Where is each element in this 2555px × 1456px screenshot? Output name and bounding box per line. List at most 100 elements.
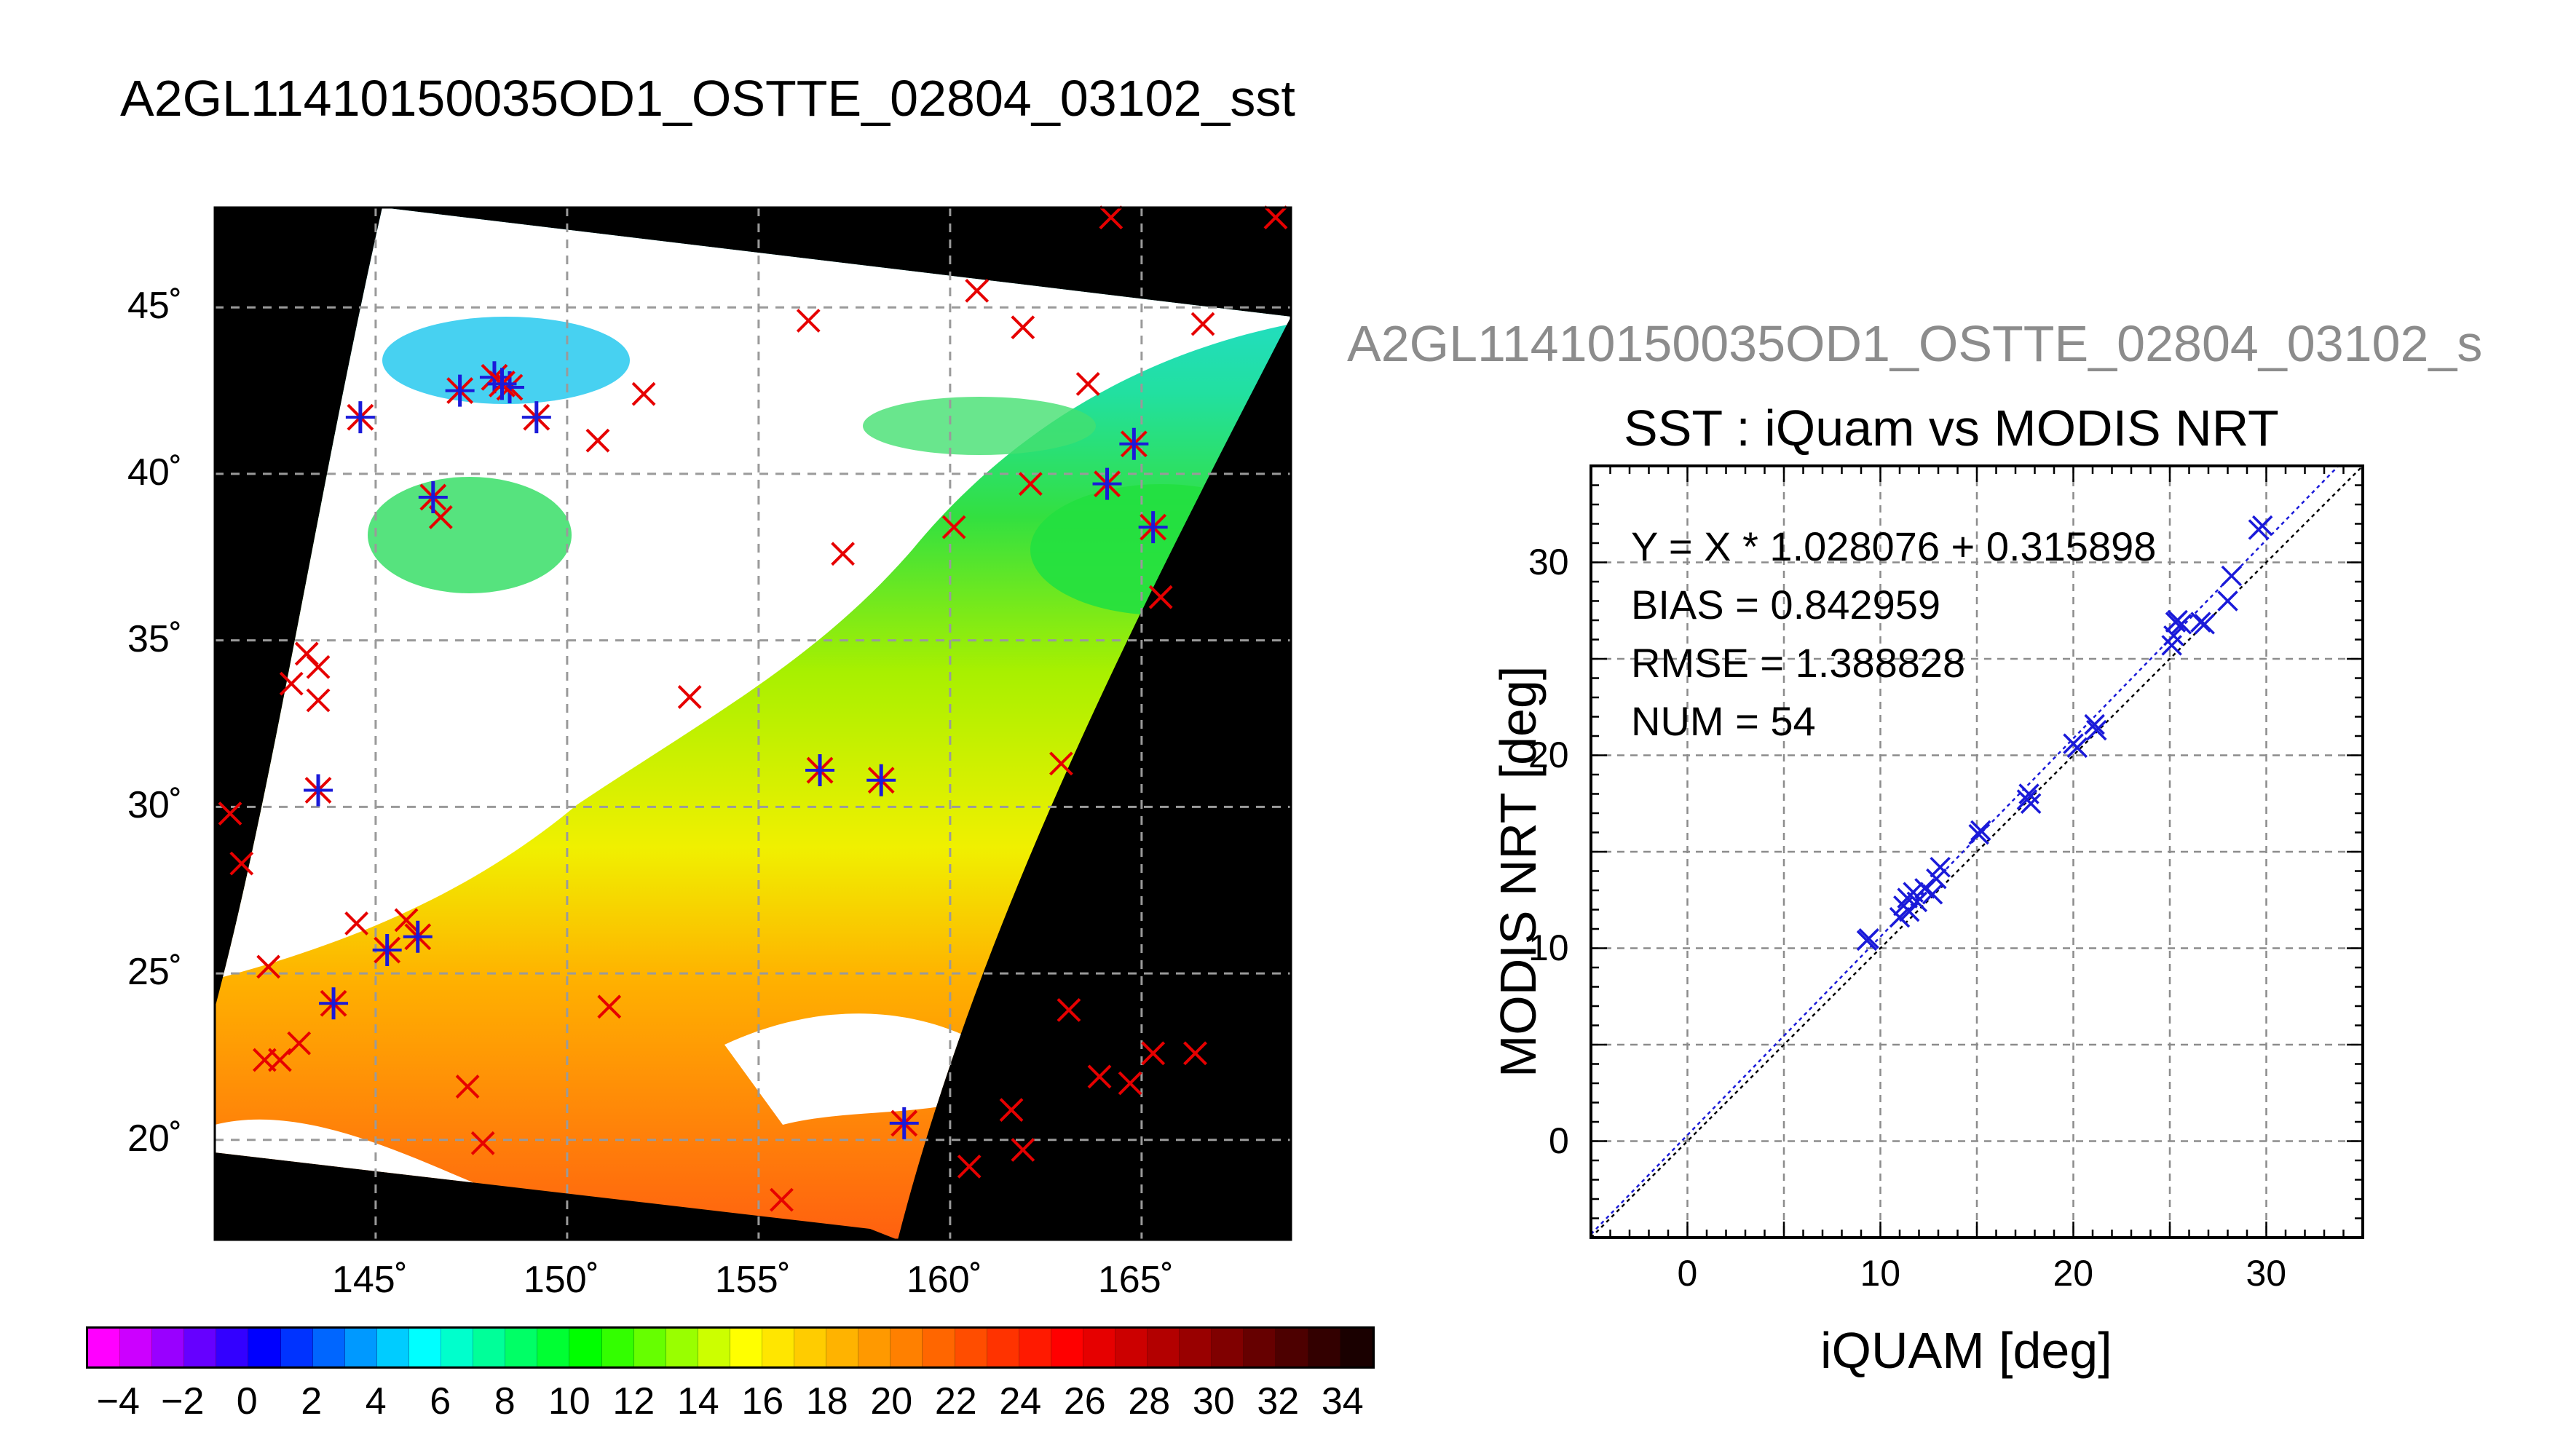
stat-line: NUM = 54 bbox=[1631, 698, 1816, 744]
map-lat-tick: 40˚ bbox=[127, 451, 183, 494]
x-axis-label: iQUAM [deg] bbox=[1820, 1322, 2112, 1379]
scatter-point bbox=[2086, 719, 2107, 741]
y-axis-label: MODIS NRT [deg] bbox=[1490, 665, 1547, 1077]
colorbar-label: −4 bbox=[96, 1380, 140, 1423]
colorbar bbox=[86, 1326, 1375, 1369]
colorbar-segment bbox=[569, 1329, 602, 1366]
x-tick-label: 10 bbox=[1860, 1253, 1901, 1294]
map-lon-tick: 165˚ bbox=[1097, 1259, 1174, 1301]
colorbar-segment bbox=[1148, 1329, 1180, 1366]
scatter-point bbox=[1930, 856, 1951, 878]
stat-line: BIAS = 0.842959 bbox=[1631, 582, 1941, 628]
iquam-marker bbox=[1087, 1064, 1112, 1089]
colorbar-segment bbox=[1019, 1329, 1051, 1366]
colorbar-segment bbox=[505, 1329, 538, 1366]
colorbar-segment bbox=[120, 1329, 153, 1366]
scatter-point bbox=[2066, 737, 2088, 759]
colorbar-segment bbox=[794, 1329, 827, 1366]
colorbar-segment bbox=[955, 1329, 987, 1366]
map-lat-tick: 35˚ bbox=[127, 617, 183, 660]
colorbar-segment bbox=[1180, 1329, 1212, 1366]
colorbar-segment bbox=[633, 1329, 666, 1366]
map-lat-tick: 45˚ bbox=[127, 285, 183, 328]
x-tick-label: 20 bbox=[2053, 1253, 2094, 1294]
iquam-marker bbox=[770, 1187, 794, 1212]
sst-map-panel: 145˚ 150˚ 155˚ 160˚ 165˚ 20˚ 25˚ 30˚ 35˚ 40˚ 45˚ … bbox=[86, 205, 1375, 1423]
colorbar-label: 12 bbox=[612, 1380, 655, 1423]
match-marker bbox=[403, 920, 433, 953]
scatter-point bbox=[1889, 906, 1911, 928]
colorbar-segment bbox=[730, 1329, 762, 1366]
match-marker bbox=[1138, 511, 1168, 544]
scatter-point bbox=[2167, 609, 2188, 631]
map-lat-tick: 30˚ bbox=[127, 784, 183, 827]
colorbar-segment bbox=[344, 1329, 377, 1366]
iquam-marker bbox=[1049, 751, 1073, 776]
iquam-marker bbox=[631, 381, 656, 406]
iquam-marker bbox=[965, 278, 990, 303]
x-tick-label: 0 bbox=[1677, 1253, 1698, 1294]
colorbar-segment bbox=[1244, 1329, 1276, 1366]
colorbar-segment bbox=[1276, 1329, 1308, 1366]
map-lon-tick: 155˚ bbox=[714, 1259, 791, 1301]
colorbar-label: 14 bbox=[676, 1380, 719, 1423]
colorbar-segment bbox=[312, 1329, 345, 1366]
scatter-point bbox=[1914, 878, 1935, 899]
scatter-title: SST : iQuam vs MODIS NRT bbox=[1624, 400, 2279, 456]
y-tick-label: 30 bbox=[1528, 541, 1569, 582]
map-lon-tick: 150˚ bbox=[523, 1259, 599, 1301]
map-lon-tick: 160˚ bbox=[906, 1259, 982, 1301]
colorbar-segment bbox=[280, 1329, 313, 1366]
colorbar-label: 16 bbox=[741, 1380, 784, 1423]
scatter-point bbox=[1897, 887, 1918, 909]
scatter-point bbox=[1926, 868, 1947, 890]
colorbar-segment bbox=[923, 1329, 955, 1366]
match-marker bbox=[445, 374, 475, 407]
iquam-marker bbox=[268, 1048, 292, 1072]
iquam-marker bbox=[1190, 312, 1215, 336]
colorbar-label: 2 bbox=[301, 1380, 323, 1423]
iquam-marker bbox=[1183, 1041, 1207, 1066]
iquam-marker bbox=[796, 309, 821, 333]
scatter-point bbox=[2165, 612, 2187, 633]
scatter-header: A2GL11410150035OD1_OSTTE_02804_03102_s bbox=[1347, 315, 2483, 372]
colorbar-segment bbox=[891, 1329, 923, 1366]
colorbar-label: 28 bbox=[1128, 1380, 1171, 1423]
colorbar-label: 0 bbox=[236, 1380, 258, 1423]
iquam-marker bbox=[831, 542, 856, 566]
scatter-point bbox=[1968, 823, 1989, 845]
colorbar-segment bbox=[858, 1329, 891, 1366]
scatter-point bbox=[2190, 612, 2211, 633]
colorbar-label: 8 bbox=[494, 1380, 516, 1423]
match-marker bbox=[805, 754, 835, 787]
map-lat-tick: 25˚ bbox=[127, 951, 183, 994]
colorbar-segment bbox=[1212, 1329, 1244, 1366]
colorbar-segment bbox=[441, 1329, 474, 1366]
match-marker bbox=[345, 401, 375, 434]
match-marker bbox=[372, 934, 402, 967]
stat-line: RMSE = 1.388828 bbox=[1631, 640, 1966, 686]
iquam-marker bbox=[1018, 472, 1043, 496]
match-marker bbox=[319, 987, 349, 1020]
match-marker bbox=[304, 774, 333, 807]
match-marker bbox=[487, 368, 517, 400]
scatter-point bbox=[1970, 820, 1991, 842]
colorbar-segment bbox=[698, 1329, 730, 1366]
map-lon-tick: 145˚ bbox=[331, 1259, 408, 1301]
iquam-marker bbox=[941, 515, 966, 539]
scatter-point bbox=[1922, 884, 1943, 905]
colorbar-segment bbox=[1340, 1329, 1373, 1366]
iquam-marker bbox=[999, 1098, 1024, 1123]
iquam-marker bbox=[279, 671, 304, 696]
colorbar-label: 22 bbox=[934, 1380, 977, 1423]
colorbar-segment bbox=[1115, 1329, 1148, 1366]
colorbar-segment bbox=[1083, 1329, 1115, 1366]
scatter-point bbox=[2016, 789, 2038, 810]
iquam-marker bbox=[455, 1075, 480, 1099]
colorbar-segment bbox=[826, 1329, 859, 1366]
x-tick-label: 30 bbox=[2246, 1253, 2287, 1294]
iquam-marker bbox=[306, 688, 331, 713]
colorbar-label: 18 bbox=[805, 1380, 848, 1423]
scatter-point bbox=[2217, 590, 2238, 612]
sst-map bbox=[213, 205, 1292, 1241]
